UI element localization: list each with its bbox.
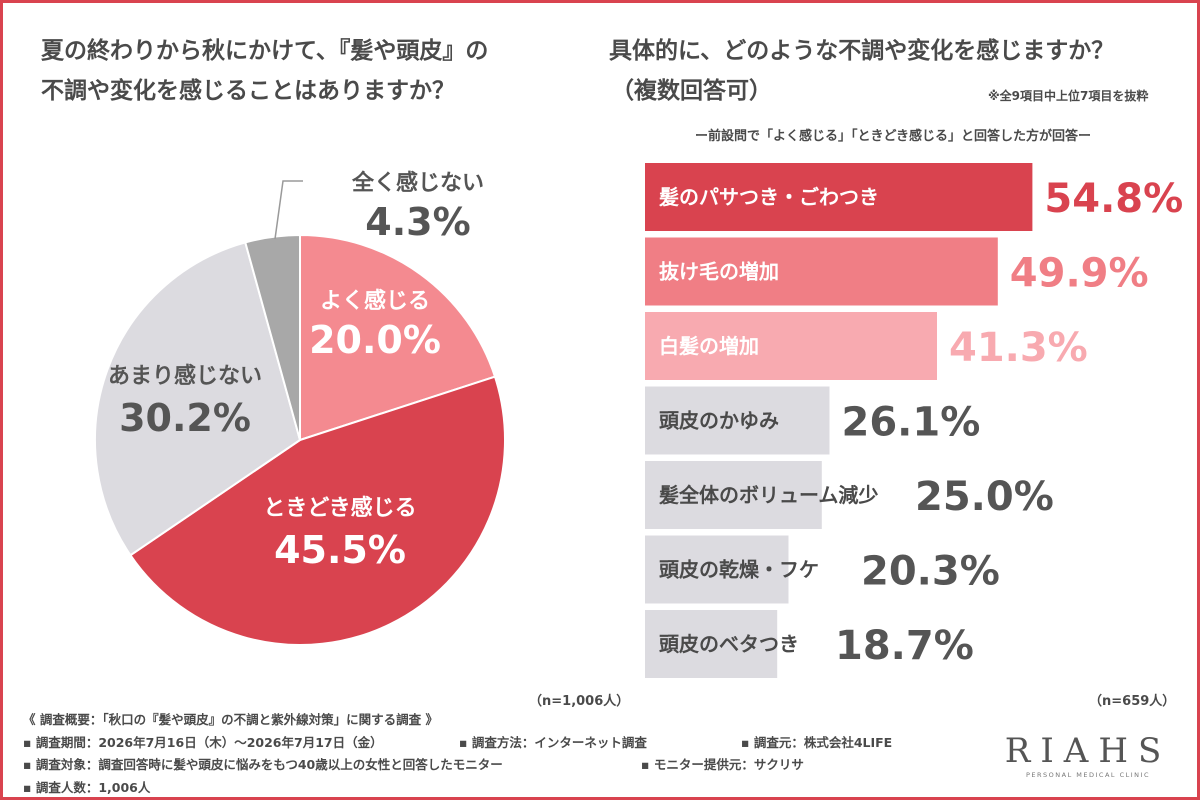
pie-slice [244, 233, 301, 441]
bar-category-label: 頭皮のベタつき [659, 632, 799, 656]
bar-value-label: 54.8% [1044, 176, 1183, 222]
bar-rect [645, 237, 998, 306]
bar-rect [645, 610, 778, 678]
pie-slice-label: よく感じる [320, 288, 430, 314]
survey-method: ▪ 調査方法：インターネット調査 [459, 734, 647, 750]
bar-category-label: 頭皮のかゆみ [659, 409, 779, 433]
pie-slice-value: 45.5% [274, 528, 406, 572]
left-question-line2: 不調や変化を感じることはありますか？ [41, 78, 455, 104]
pie-slice [299, 233, 497, 442]
clinic-logo: RIAHS PERSONAL MEDICAL CLINIC [1003, 731, 1173, 779]
survey-target: ▪ 調査対象：調査回答時に髪や頭皮に悩みをもつ40歳以上の女性と回答したモニター [23, 757, 503, 772]
pie-slice-label: ときどき感じる [263, 495, 416, 521]
pie-chart: よく感じる 20.0% ときどき感じる 45.5% あまり感じない 30.2% 全く感じない… [94, 170, 506, 647]
bar-value-label: 25.0% [915, 474, 1054, 520]
logo-wordmark: RIAHS [1004, 731, 1172, 771]
bar-category-label: 頭皮の乾燥・フケ [659, 558, 819, 582]
bar-rect [645, 312, 937, 380]
pie-slice-label: 全く感じない [351, 170, 484, 196]
bar-rect [645, 386, 830, 455]
bar-category-label: 白髪の増加 [659, 334, 759, 358]
bar-n-label: （n=659人） [1089, 694, 1176, 709]
left-question-title: 夏の終わりから秋にかけて、『髪や頭皮』の 不調や変化を感じることはありますか？ [41, 31, 488, 111]
pie-slice-label: あまり感じない [108, 363, 262, 389]
bar-value-label: 18.7% [835, 623, 974, 669]
survey-period: ▪ 調査期間：2026年7月16日（木）～2026年7月17日（金） [23, 734, 383, 750]
bar-chart: 髪のパサつき・ごわつき 54.8% 抜け毛の増加 49.9% 白髪の増加 41.3% 頭皮の… [645, 163, 1183, 678]
pie-slice [94, 241, 302, 557]
pie-slice-value: 4.3% [365, 200, 470, 244]
survey-source: ▪ 調査元：株式会社4LIFE [741, 734, 893, 750]
logo-tagline: PERSONAL MEDICAL CLINIC [1026, 771, 1150, 779]
right-question-title: 具体的に、どのような不調や変化を感じますか？ （複数回答可） [609, 31, 1114, 111]
bar-value-label: 49.9% [1010, 251, 1149, 297]
bar-rect [645, 461, 822, 529]
bar-category-label: 髪のパサつき・ごわつき [658, 185, 879, 209]
bar-value-label: 20.3% [861, 549, 1000, 595]
right-question-line2: （複数回答可） [611, 78, 772, 104]
pie-n-label: （n=1,006人） [529, 694, 630, 709]
right-question-line1: 具体的に、どのような不調や変化を感じますか？ [609, 38, 1115, 64]
bar-rect [645, 163, 1033, 231]
pie-slice [129, 375, 506, 647]
survey-title: 《 調査概要：「秋口の『髪や頭皮』の不調と紫外線対策」に関する調査 》 [23, 712, 438, 727]
bar-category-label: 髪全体のボリューム減少 [658, 483, 878, 507]
bar-category-label: 抜け毛の増加 [659, 260, 779, 284]
top-note: ※全9項目中上位7項目を抜粋 [988, 89, 1149, 103]
survey-monitor: ▪ モニター提供元：サクリサ [641, 757, 804, 772]
pie-slice-value: 30.2% [119, 396, 251, 440]
pie-slice-value: 20.0% [309, 318, 441, 362]
respondent-note: ー前設問で「よく感じる」「ときどき感じる」と回答した方が回答ー [694, 129, 1092, 144]
left-question-line1: 夏の終わりから秋にかけて、『髪や頭皮』の [41, 38, 489, 64]
bar-value-label: 41.3% [949, 325, 1088, 371]
survey-count: ▪ 調査人数：1,006人 [23, 779, 151, 795]
pie-leader-line [274, 180, 303, 240]
bar-rect [645, 535, 789, 604]
bar-value-label: 26.1% [842, 400, 981, 446]
